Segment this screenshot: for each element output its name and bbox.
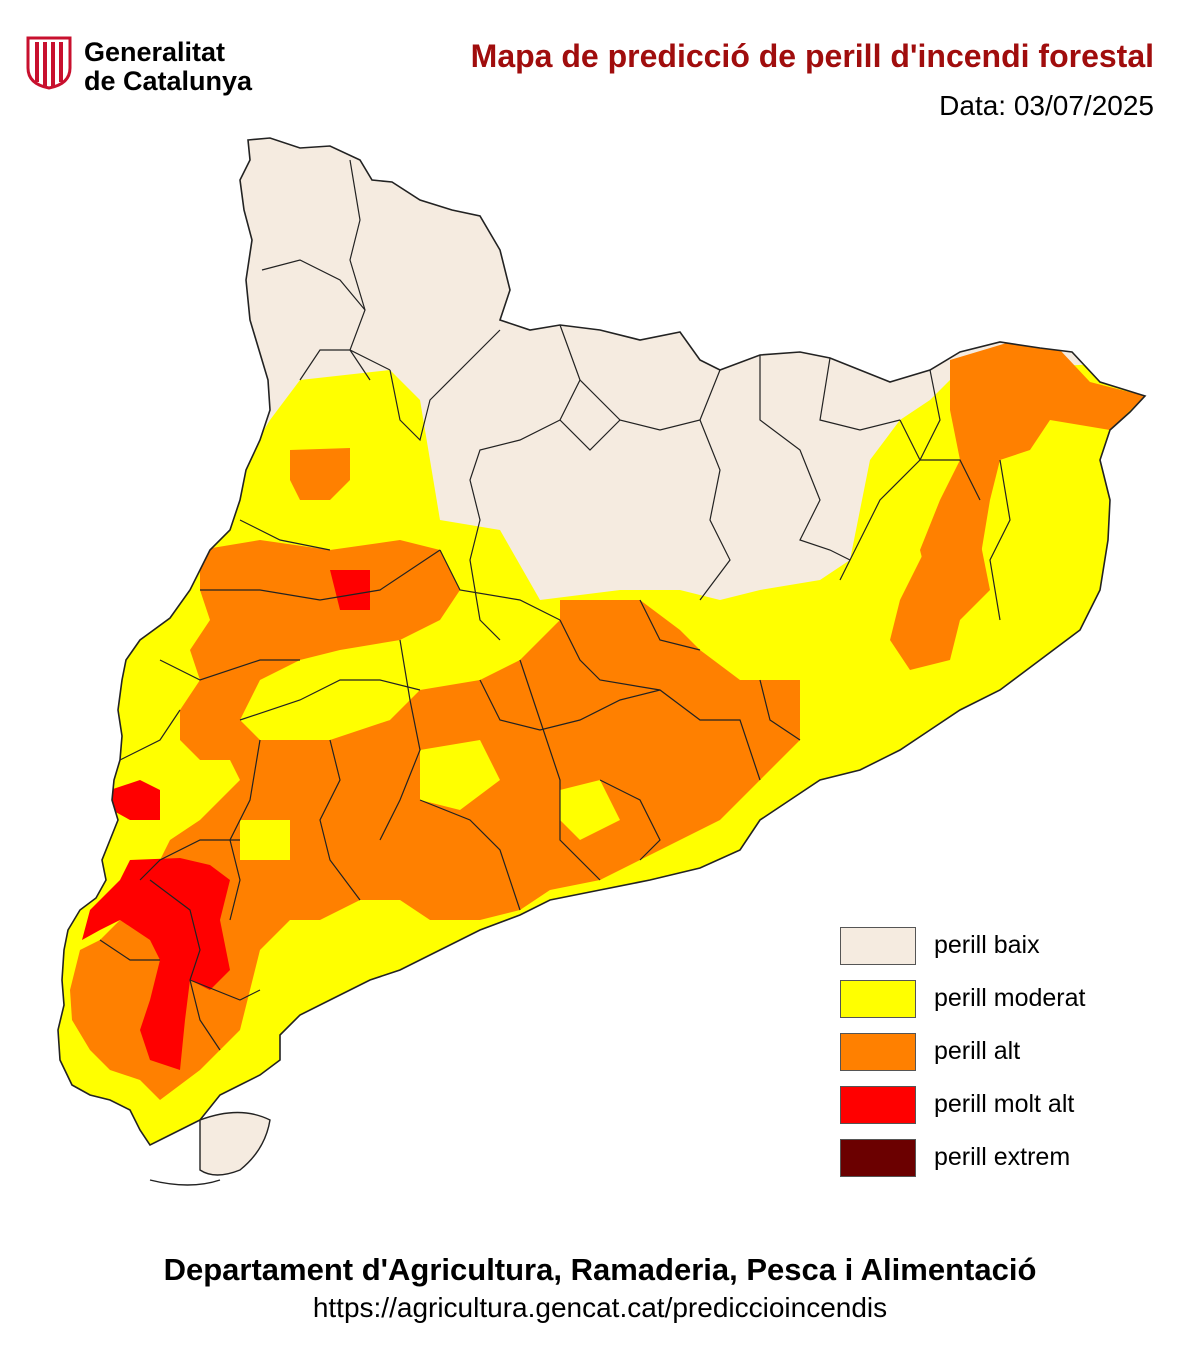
legend: perill baix perill moderat perill alt pe…: [840, 925, 1160, 1190]
legend-swatch: [840, 927, 916, 965]
website-link[interactable]: https://agricultura.gencat.cat/prediccio…: [312, 1292, 888, 1323]
department-name: Departament d'Agricultura, Ramaderia, Pe…: [163, 1252, 1037, 1287]
legend-item-perill-molt-alt: perill molt alt: [840, 1084, 1160, 1137]
legend-item-perill-moderat: perill moderat: [840, 978, 1160, 1031]
legend-swatch: [840, 1086, 916, 1124]
org-line-2: de Catalunya: [84, 66, 253, 96]
legend-item-perill-extrem: perill extrem: [840, 1137, 1160, 1190]
organization-name: Generalitat de Catalunya: [84, 38, 252, 96]
map-title: Mapa de predicció de perill d'incendi fo…: [470, 38, 1154, 74]
ebre-delta-spit: [149, 1179, 221, 1186]
legend-label: perill baix: [934, 931, 1040, 959]
generalitat-logo: Generalitat de Catalunya: [24, 34, 284, 98]
org-line-1: Generalitat: [84, 37, 226, 67]
legend-item-perill-baix: perill baix: [840, 925, 1160, 978]
zone-perill-alt-northwest: [290, 448, 350, 500]
legend-label: perill extrem: [934, 1143, 1071, 1171]
zone-perill-alt-east: [890, 540, 990, 670]
comarca-boundaries: [99, 159, 1011, 1051]
legend-swatch: [840, 1139, 916, 1177]
legend-label: perill molt alt: [934, 1090, 1075, 1118]
generalitat-emblem-icon: [26, 36, 72, 90]
legend-label: perill moderat: [934, 984, 1086, 1012]
ebre-delta: [199, 1111, 271, 1176]
legend-label: perill alt: [934, 1037, 1021, 1065]
legend-swatch: [840, 980, 916, 1018]
catalonia-fire-risk-map: [57, 137, 1146, 1186]
zone-perill-molt-alt-north: [330, 570, 370, 610]
map-date: Data: 03/07/2025: [939, 90, 1154, 121]
legend-item-perill-alt: perill alt: [840, 1031, 1160, 1084]
zone-perill-alt-central: [70, 540, 800, 1100]
zone-perill-alt-northeast: [920, 342, 1145, 600]
zone-perill-molt-alt-west: [110, 780, 160, 820]
legend-swatch: [840, 1033, 916, 1071]
zone-perill-moderat-islands: [240, 680, 620, 860]
zone-perill-molt-alt-south: [82, 858, 230, 1070]
